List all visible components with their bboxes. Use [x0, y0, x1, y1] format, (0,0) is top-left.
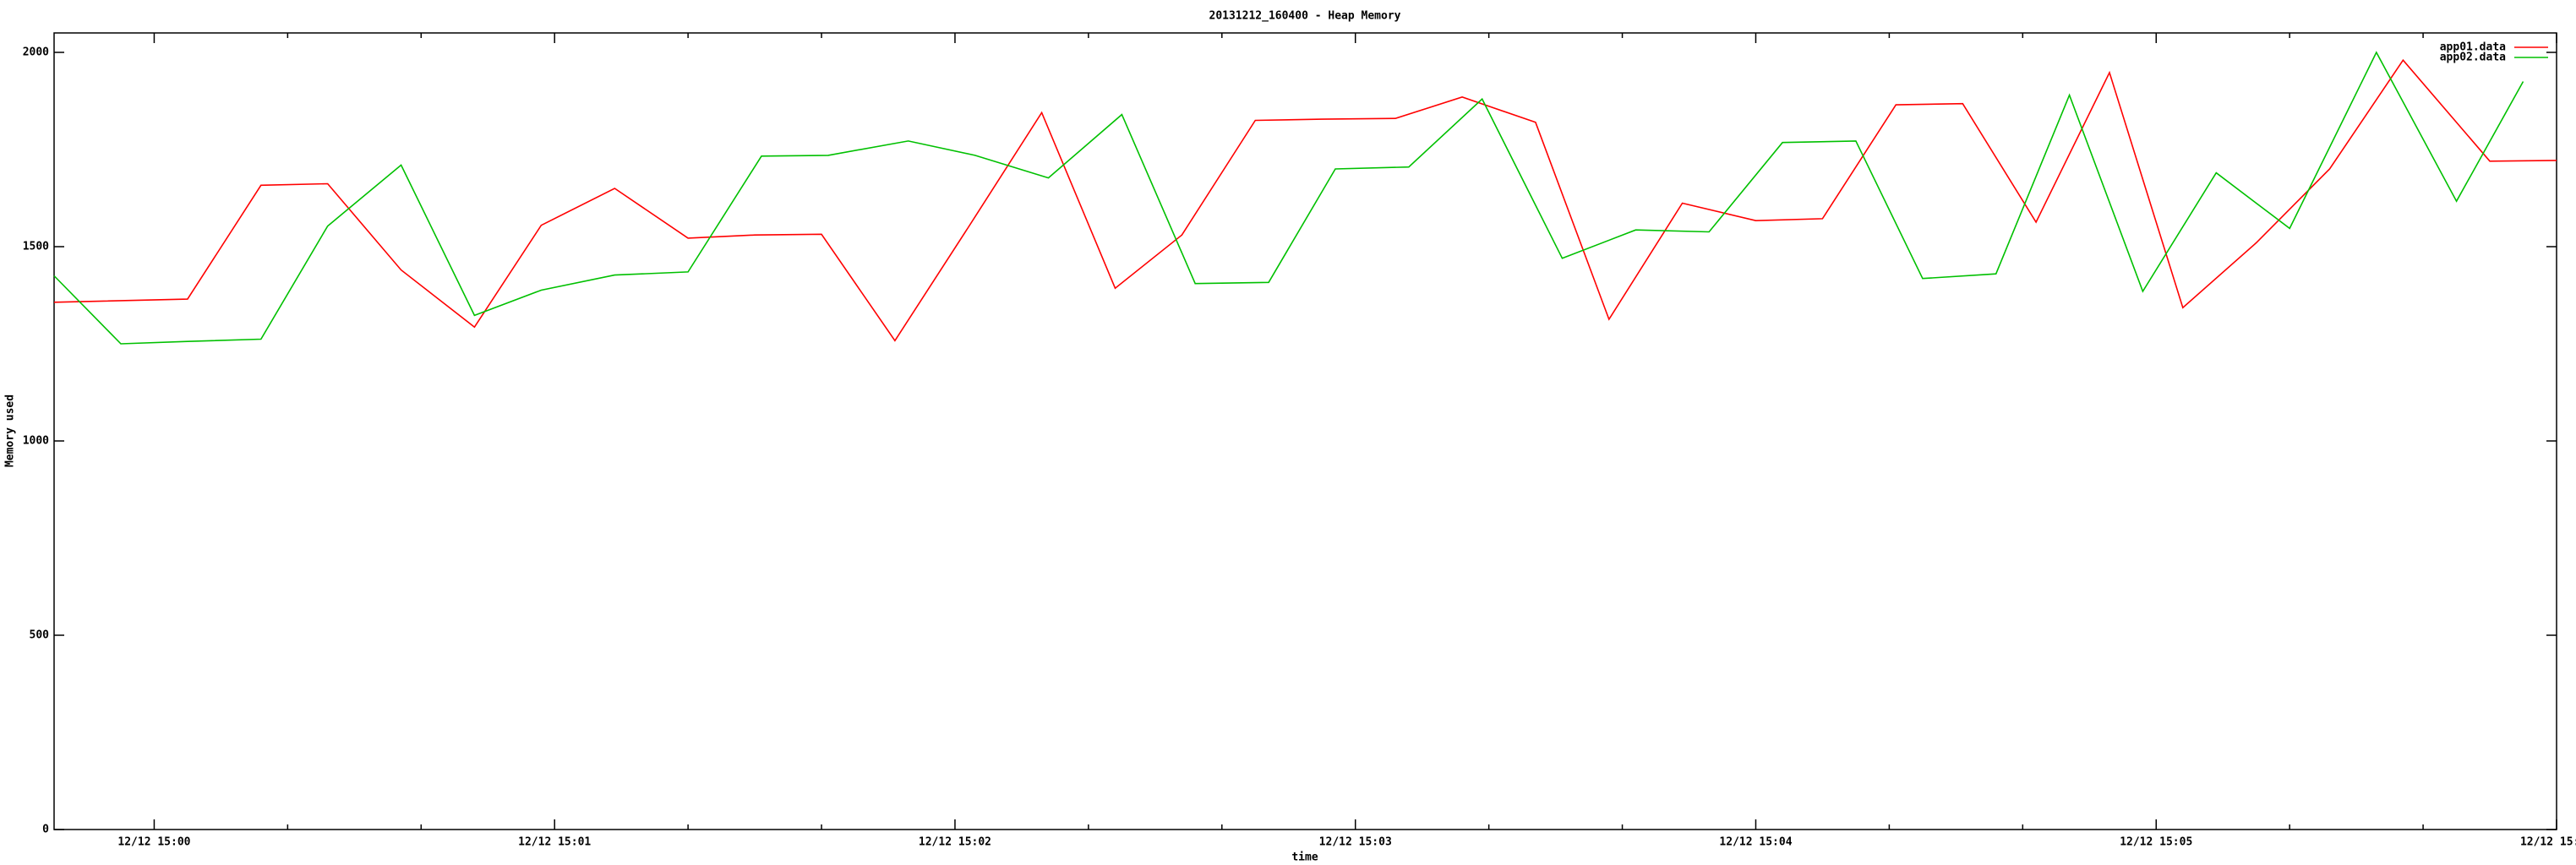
- x-tick-label: 12/12 15:00: [117, 836, 190, 849]
- y-tick-label: 500: [30, 629, 50, 642]
- y-tick-label: 0: [42, 824, 49, 836]
- x-tick-label: 12/12 15:06: [2520, 836, 2576, 849]
- plot-frame: [53, 32, 2557, 830]
- series-line: [53, 58, 2557, 342]
- legend-label: app02.data: [2440, 52, 2506, 64]
- x-tick-label: 12/12 15:01: [518, 836, 591, 849]
- x-tick-label: 12/12 15:03: [1319, 836, 1392, 849]
- legend-label: app01.data: [2440, 41, 2506, 54]
- y-tick-label: 2000: [23, 46, 49, 59]
- y-axis-label: Memory used: [4, 394, 17, 467]
- x-tick-label: 12/12 15:02: [919, 836, 991, 849]
- y-tick-label: 1500: [23, 241, 49, 253]
- x-tick-label: 12/12 15:04: [1719, 836, 1792, 849]
- series-line: [53, 51, 2524, 345]
- y-tick-label: 1000: [23, 435, 49, 448]
- chart-title: 20131212_160400 - Heap Memory: [1209, 10, 1401, 23]
- x-axis-label: time: [1291, 851, 1318, 864]
- x-tick-label: 12/12 15:05: [2120, 836, 2192, 849]
